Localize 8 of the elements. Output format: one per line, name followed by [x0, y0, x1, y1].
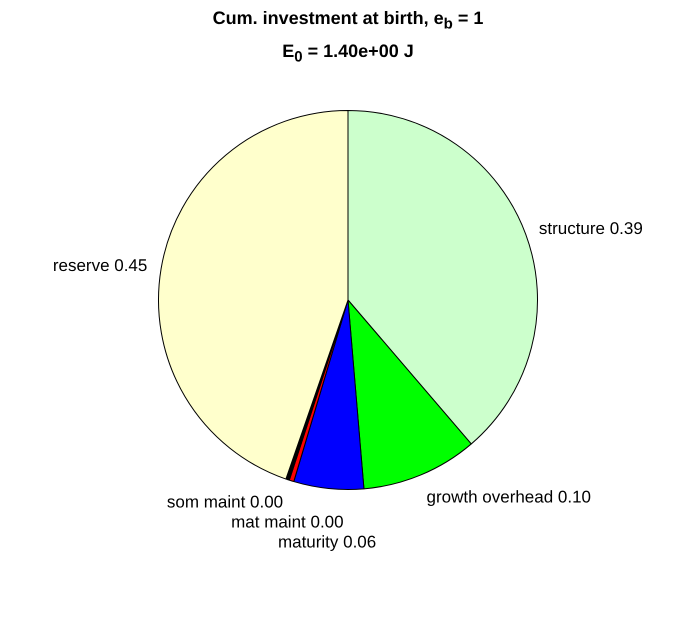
slice-label: growth overhead 0.10: [426, 488, 591, 507]
chart-title: Cum. investment at birth, e$_{b}$ = 1: [212, 8, 484, 33]
slice-label: reserve 0.45: [52, 256, 148, 276]
slice-label: maturity 0.06: [278, 532, 376, 552]
slice-label: som maint 0.00: [166, 492, 284, 512]
slice-label: structure 0.39: [538, 219, 643, 238]
chart-subtitle: E$_{0}$ = 1.40e+00 J: [281, 40, 415, 66]
slice-label: mat maint 0.00: [231, 512, 344, 532]
